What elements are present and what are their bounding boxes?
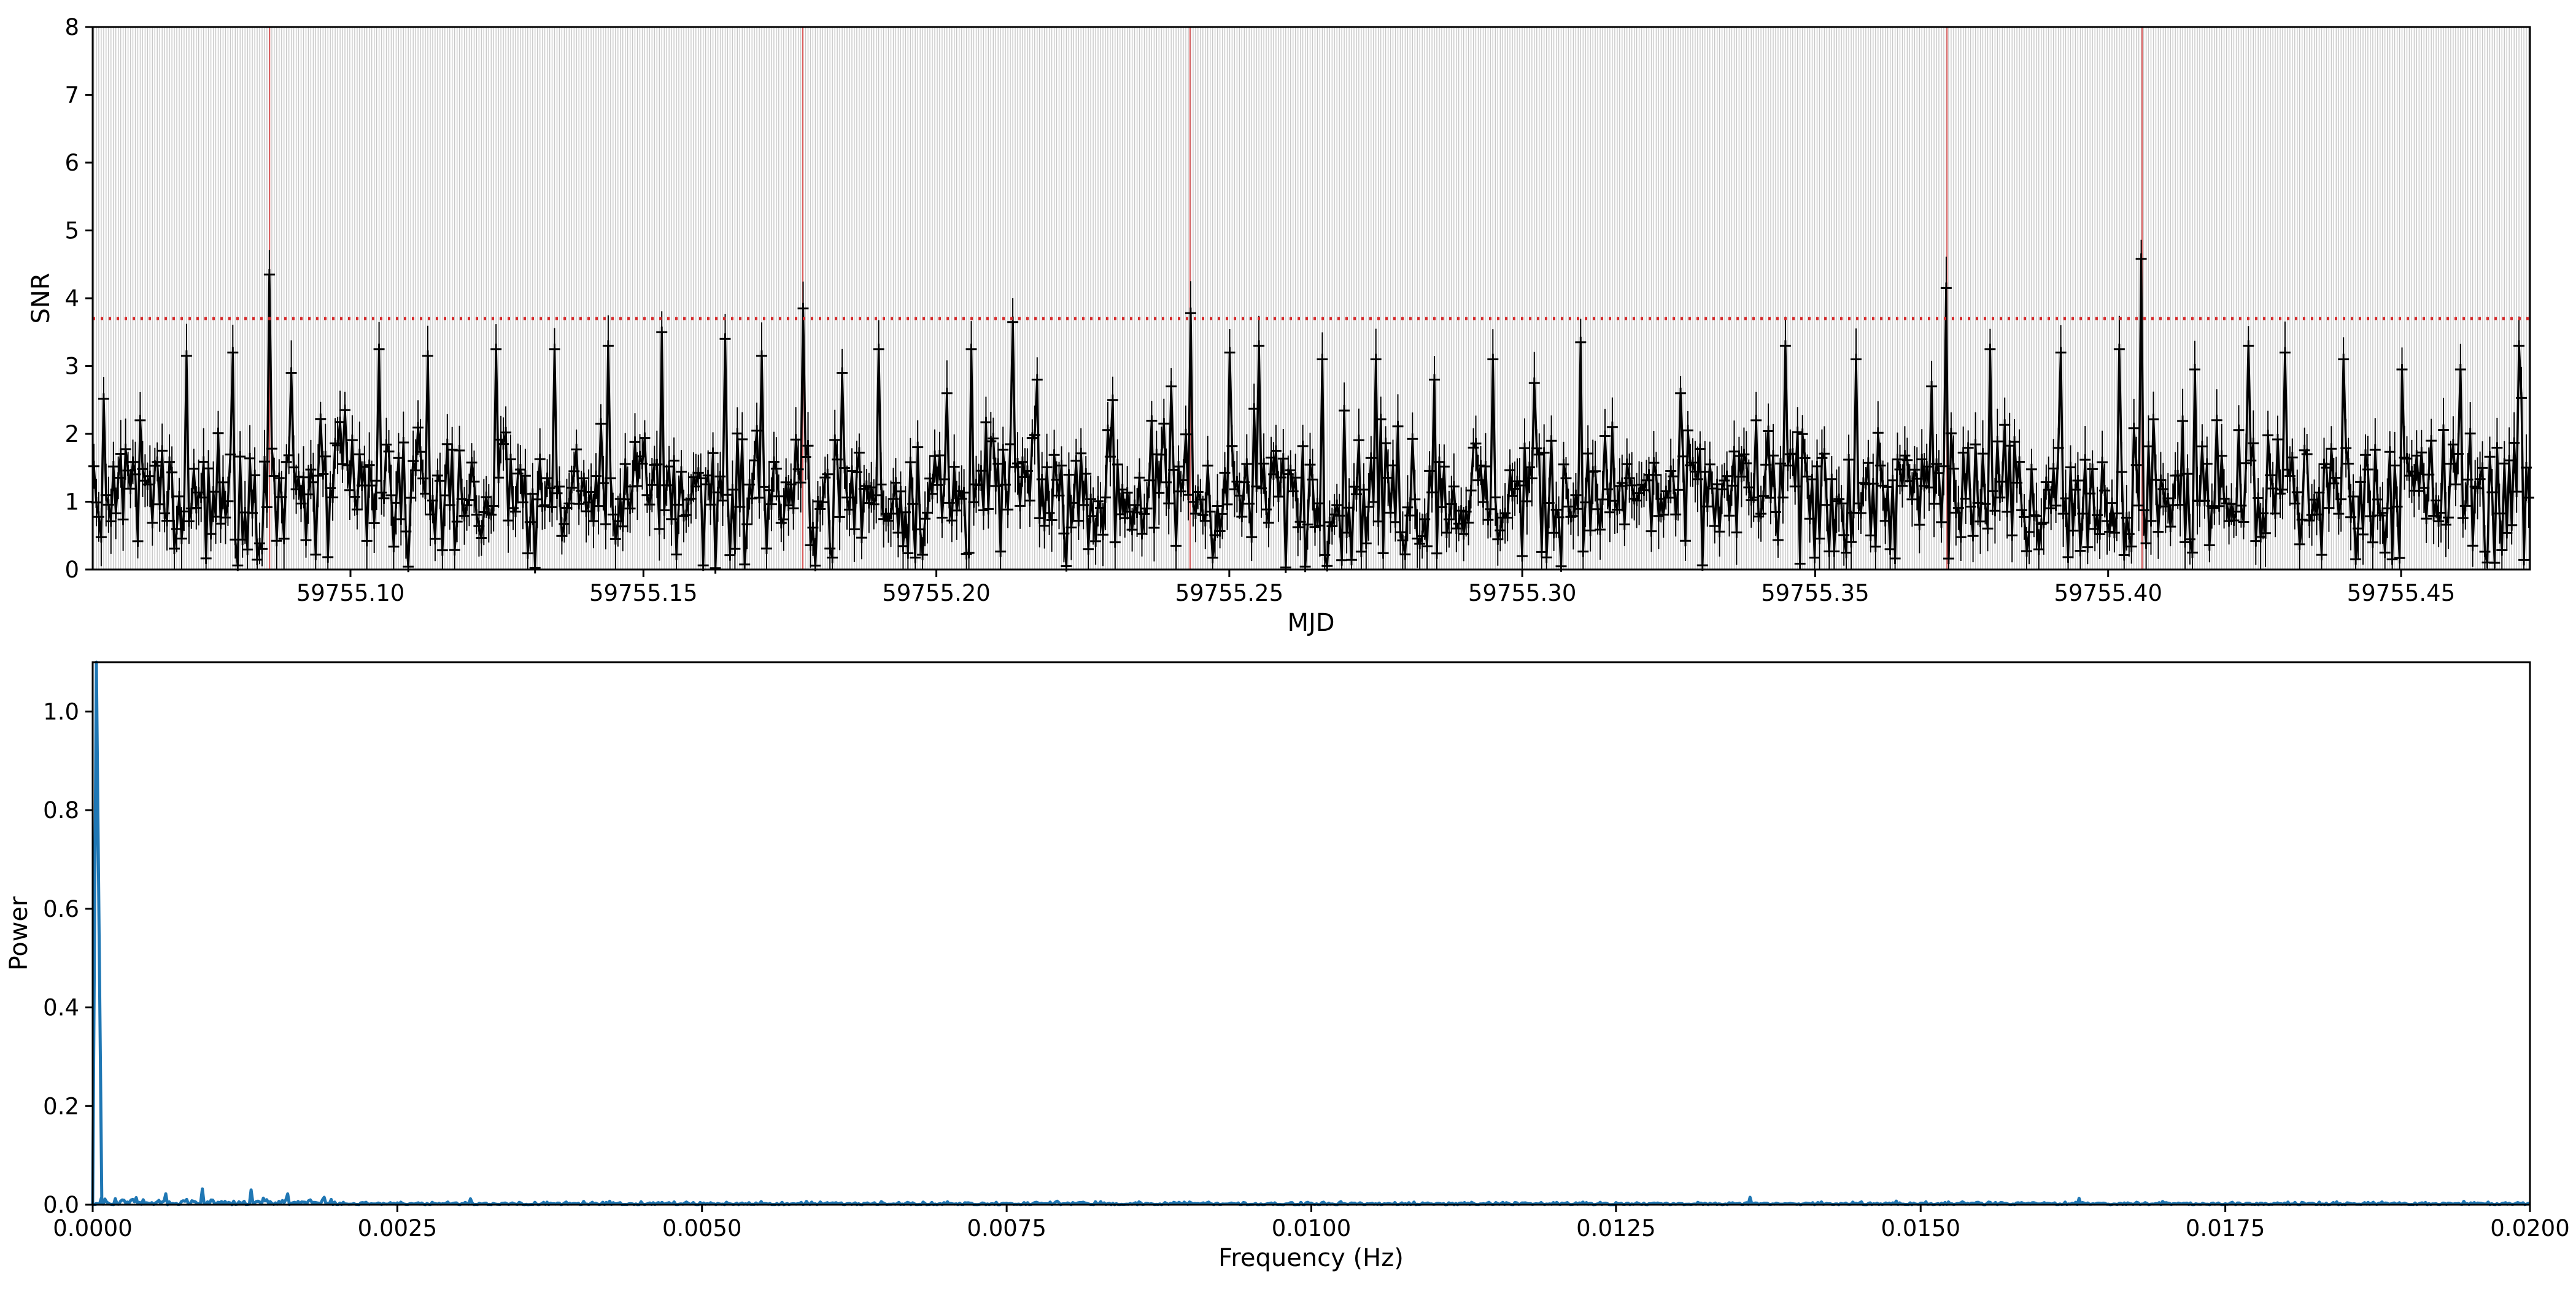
power-y-tick-label: 0.4 <box>43 995 79 1021</box>
snr-x-tick-label: 59755.35 <box>1761 580 1870 606</box>
power-x-tick-label: 0.0075 <box>967 1215 1046 1242</box>
snr-x-tick-label: 59755.25 <box>1175 580 1284 606</box>
snr-grid-lines <box>93 27 2529 570</box>
power-x-axis-label: Frequency (Hz) <box>1218 1244 1404 1272</box>
snr-y-tick-label: 0 <box>64 557 79 583</box>
power-y-axis-label: Power <box>5 896 33 970</box>
power-x-tick-label: 0.0200 <box>2490 1215 2569 1242</box>
power-y-tick-label: 0.8 <box>43 797 79 824</box>
snr-y-tick-label: 4 <box>64 285 79 312</box>
power-y-tick-label: 0.2 <box>43 1093 79 1119</box>
snr-y-tick-label: 6 <box>64 150 79 176</box>
snr-y-tick-label: 7 <box>64 82 79 109</box>
snr-panel: 59755.10 59755.15 59755.20 59755.25 59755.30… <box>27 14 2534 637</box>
power-x-tick-label: 0.0150 <box>1881 1215 1960 1242</box>
power-y-tick-label: 1.0 <box>43 698 79 725</box>
power-x-tick-label: 0.0000 <box>53 1215 132 1242</box>
snr-y-tick-label: 5 <box>64 218 79 244</box>
power-plot-background <box>93 662 2530 1205</box>
power-x-tick-label: 0.0050 <box>662 1215 741 1242</box>
snr-x-ticks: 59755.10 59755.15 59755.20 59755.25 59755.30… <box>296 570 2456 606</box>
power-x-tick-label: 0.0100 <box>1272 1215 1351 1242</box>
snr-x-axis-label: MJD <box>1287 609 1334 637</box>
snr-y-axis-label: SNR <box>27 272 55 323</box>
snr-y-tick-label: 3 <box>64 353 79 380</box>
snr-x-tick-label: 59755.20 <box>882 580 991 606</box>
snr-x-tick-label: 59755.10 <box>296 580 405 606</box>
snr-x-tick-label: 59755.15 <box>589 580 698 606</box>
snr-vertical-grid <box>93 27 2529 570</box>
snr-y-tick-label: 2 <box>64 421 79 447</box>
power-x-tick-label: 0.0025 <box>358 1215 437 1242</box>
snr-x-tick-label: 59755.30 <box>1468 580 1577 606</box>
snr-x-tick-label: 59755.40 <box>2054 580 2162 606</box>
power-x-tick-label: 0.0125 <box>1576 1215 1655 1242</box>
snr-y-tick-label: 1 <box>64 489 79 516</box>
snr-markers <box>88 253 2534 574</box>
power-x-tick-label: 0.0175 <box>2186 1215 2265 1242</box>
power-y-tick-label: 0.0 <box>43 1192 79 1218</box>
power-y-ticks: 0.0 0.2 0.4 0.6 0.8 1.0 <box>43 698 93 1218</box>
power-x-ticks: 0.0000 0.0025 0.0050 0.0075 0.0100 0.0125 0.01… <box>53 1205 2570 1242</box>
power-y-tick-label: 0.6 <box>43 896 79 922</box>
snr-point-markers <box>88 253 2534 574</box>
snr-x-tick-label: 59755.45 <box>2347 580 2456 606</box>
snr-y-tick-label: 8 <box>64 14 79 41</box>
power-panel: 0.0000 0.0025 0.0050 0.0075 0.0100 0.0125 0.01… <box>5 660 2570 1272</box>
snr-series-line <box>93 258 2530 570</box>
snr-y-ticks: 0 1 2 3 4 5 6 7 8 <box>64 14 93 583</box>
